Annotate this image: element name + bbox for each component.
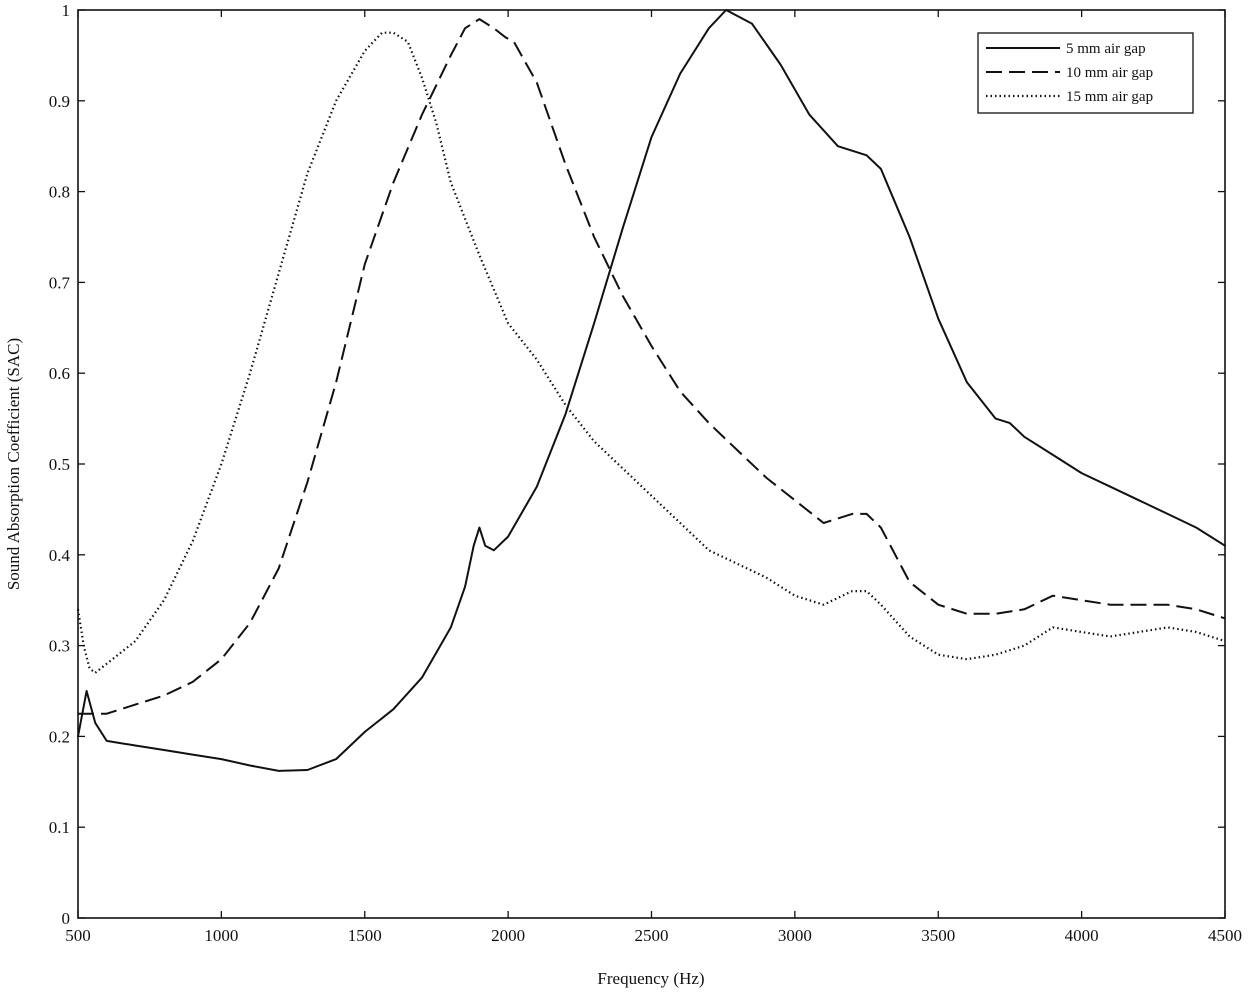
- series-layer: [76, 9, 1226, 772]
- x-tick-label: 500: [65, 926, 91, 945]
- series-line-1: [77, 9, 1226, 772]
- x-tick-label: 2000: [491, 926, 525, 945]
- legend-label: 15 mm air gap: [1066, 89, 1153, 105]
- legend: 5 mm air gap 10 mm air gap 15 mm air gap: [977, 32, 1194, 114]
- x-tick-label: 1000: [204, 926, 238, 945]
- x-tick-label: 4000: [1065, 926, 1099, 945]
- y-axis-title: Sound Absorption Coefficient (SAC): [4, 338, 23, 590]
- y-tick-label: 0.4: [49, 546, 71, 565]
- plot-area-frame: [77, 9, 1226, 919]
- y-tick-label: 0.6: [49, 364, 70, 383]
- y-tick-label: 0.1: [49, 818, 70, 837]
- x-axis-title: Frequency (Hz): [597, 969, 704, 988]
- x-tick-label: 4500: [1208, 926, 1242, 945]
- series-line-3: [76, 31, 1226, 674]
- y-tick-label: 1: [62, 1, 71, 20]
- x-tick-label: 3500: [921, 926, 955, 945]
- ticks-layer: 500 1000 1500 2000 2500 3000 3500 4000 4500 0 0.1 0…: [49, 1, 1242, 945]
- y-tick-label: 0.9: [49, 92, 70, 111]
- legend-label: 10 mm air gap: [1066, 65, 1153, 81]
- y-tick-label: 0.5: [49, 455, 70, 474]
- y-tick-label: 0.8: [49, 183, 70, 202]
- x-tick-label: 2500: [635, 926, 669, 945]
- y-tick-label: 0.2: [49, 727, 70, 746]
- y-tick-label: 0.7: [49, 273, 71, 292]
- x-tick-label: 1500: [348, 926, 382, 945]
- series-line-2: [78, 18, 1226, 715]
- y-tick-label: 0.3: [49, 637, 70, 656]
- y-tick-label: 0: [62, 909, 71, 928]
- legend-label: 5 mm air gap: [1066, 41, 1146, 57]
- x-tick-label: 3000: [778, 926, 812, 945]
